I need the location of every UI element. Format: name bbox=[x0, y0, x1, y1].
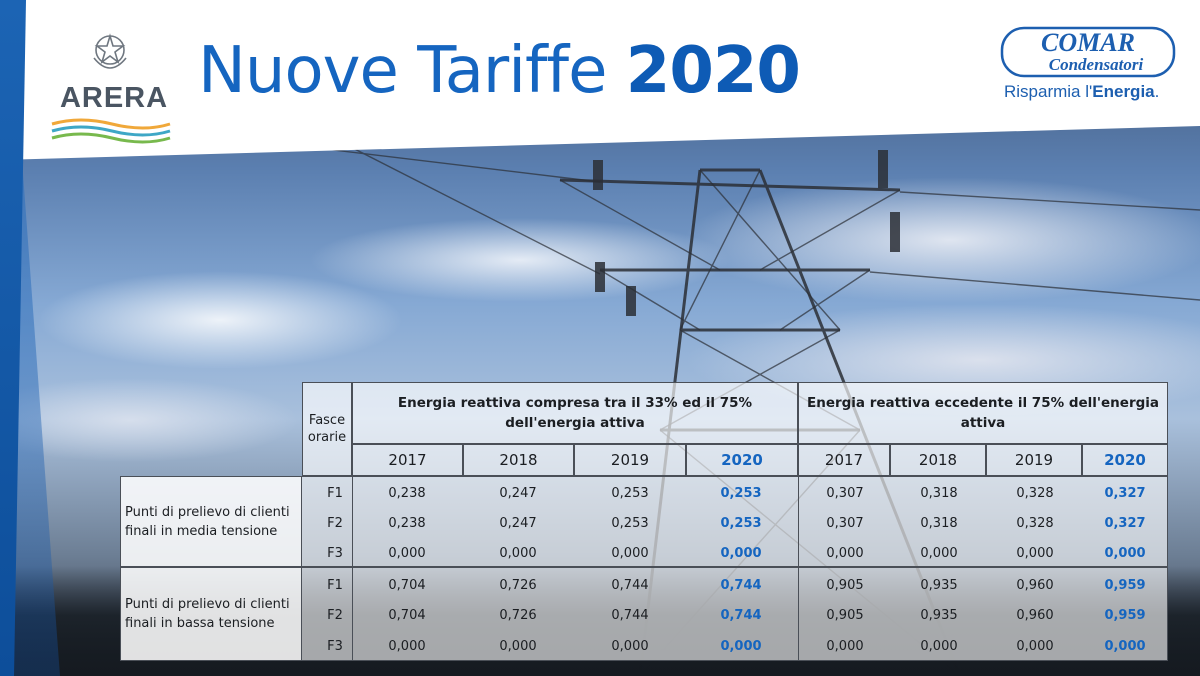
arera-logo-text: ARERA bbox=[59, 82, 169, 114]
comar-line1: COMAR bbox=[1041, 28, 1135, 57]
table-cell: 0,000 bbox=[388, 639, 426, 654]
fascia-label: F1 bbox=[327, 578, 343, 593]
table-cell: 0,000 bbox=[920, 546, 958, 561]
table-cell: 0,247 bbox=[499, 486, 537, 501]
table-cell: 0,307 bbox=[826, 486, 864, 501]
table-cell: 0,307 bbox=[826, 516, 864, 531]
table-cell: 0,318 bbox=[920, 486, 958, 501]
comar-condensatori-logo-icon: COMAR Condensatori bbox=[1000, 26, 1176, 78]
table-cell: 0,935 bbox=[920, 578, 958, 593]
comar-tagline-bold: Energia bbox=[1092, 82, 1155, 101]
table-cell: 0,000 bbox=[826, 639, 864, 654]
table-cell: 0,000 bbox=[920, 639, 958, 654]
table-cell: 0,000 bbox=[1016, 639, 1054, 654]
table-cell: 0,905 bbox=[826, 578, 864, 593]
fascia-label: F3 bbox=[327, 546, 343, 561]
table-cell: 0,238 bbox=[388, 486, 426, 501]
table-cell: 0,000 bbox=[499, 546, 537, 561]
fascia-label: F2 bbox=[327, 516, 343, 531]
table-cell: 0,704 bbox=[388, 578, 426, 593]
tariff-table: Fasce orarie Energia reattiva compresa t… bbox=[120, 382, 1184, 662]
fascia-label: F2 bbox=[327, 608, 343, 623]
group1-header: Energia reattiva compresa tra il 33% ed … bbox=[352, 382, 798, 444]
table-cell: 0,744 bbox=[611, 608, 649, 623]
year-header: 2018 bbox=[463, 444, 574, 476]
arera-waves-icon bbox=[51, 118, 171, 144]
page-title-year: 2020 bbox=[625, 34, 801, 108]
comar-tagline: Risparmia l'Energia. bbox=[1004, 82, 1180, 102]
table-cell-highlight: 0,000 bbox=[720, 639, 762, 654]
table-cell-highlight: 0,744 bbox=[720, 608, 762, 623]
table-cell-highlight: 0,744 bbox=[720, 578, 762, 593]
table-cell: 0,328 bbox=[1016, 486, 1054, 501]
table-cell: 0,318 bbox=[920, 516, 958, 531]
italian-republic-emblem-icon bbox=[93, 33, 127, 69]
year-header-highlight: 2020 bbox=[1082, 444, 1168, 476]
table-cell-highlight: 0,327 bbox=[1104, 486, 1146, 501]
table-cell-highlight: 0,253 bbox=[720, 486, 762, 501]
table-cell: 0,000 bbox=[388, 546, 426, 561]
comar-logo: COMAR Condensatori Risparmia l'Energia. bbox=[1000, 26, 1180, 106]
table-cell: 0,744 bbox=[611, 578, 649, 593]
table-cell: 0,328 bbox=[1016, 516, 1054, 531]
fasce-orarie-header: Fasce orarie bbox=[302, 382, 352, 476]
year-header-highlight: 2020 bbox=[686, 444, 798, 476]
table-cell-highlight: 0,000 bbox=[1104, 639, 1146, 654]
table-cell: 0,726 bbox=[499, 608, 537, 623]
divider bbox=[352, 476, 353, 661]
table-cell-highlight: 0,959 bbox=[1104, 608, 1146, 623]
table-cell: 0,960 bbox=[1016, 578, 1054, 593]
fascia-label: F3 bbox=[327, 639, 343, 654]
comar-tagline-end: . bbox=[1154, 82, 1160, 101]
year-header: 2019 bbox=[986, 444, 1082, 476]
page-title-main: Nuove Tariffe bbox=[198, 34, 607, 108]
table-cell: 0,000 bbox=[1016, 546, 1054, 561]
table-cell: 0,000 bbox=[611, 546, 649, 561]
year-header: 2019 bbox=[574, 444, 686, 476]
table-cell: 0,726 bbox=[499, 578, 537, 593]
page-title: Nuove Tariffe 2020 bbox=[198, 34, 801, 114]
divider bbox=[798, 476, 799, 661]
table-cell: 0,905 bbox=[826, 608, 864, 623]
arera-logo: ARERA bbox=[48, 28, 178, 148]
table-cell: 0,960 bbox=[1016, 608, 1054, 623]
group1-label: Punti di prelievo di clienti finali in m… bbox=[120, 476, 302, 567]
table-cell: 0,000 bbox=[611, 639, 649, 654]
year-header: 2017 bbox=[798, 444, 890, 476]
table-cell: 0,238 bbox=[388, 516, 426, 531]
table-cell: 0,704 bbox=[388, 608, 426, 623]
table-cell: 0,000 bbox=[499, 639, 537, 654]
table-cell: 0,253 bbox=[611, 516, 649, 531]
year-header: 2017 bbox=[352, 444, 463, 476]
table-cell-highlight: 0,000 bbox=[720, 546, 762, 561]
year-header: 2018 bbox=[890, 444, 986, 476]
fascia-label: F1 bbox=[327, 486, 343, 501]
table-cell: 0,247 bbox=[499, 516, 537, 531]
group2-header: Energia reattiva eccedente il 75% dell'e… bbox=[798, 382, 1168, 444]
table-cell-highlight: 0,253 bbox=[720, 516, 762, 531]
group2-label: Punti di prelievo di clienti finali in b… bbox=[120, 567, 302, 661]
table-cell: 0,935 bbox=[920, 608, 958, 623]
table-cell-highlight: 0,000 bbox=[1104, 546, 1146, 561]
comar-tagline-light: Risparmia l' bbox=[1004, 82, 1093, 101]
table-cell: 0,000 bbox=[826, 546, 864, 561]
comar-line2: Condensatori bbox=[1049, 55, 1144, 74]
table-cell-highlight: 0,959 bbox=[1104, 578, 1146, 593]
table-cell-highlight: 0,327 bbox=[1104, 516, 1146, 531]
table-cell: 0,253 bbox=[611, 486, 649, 501]
